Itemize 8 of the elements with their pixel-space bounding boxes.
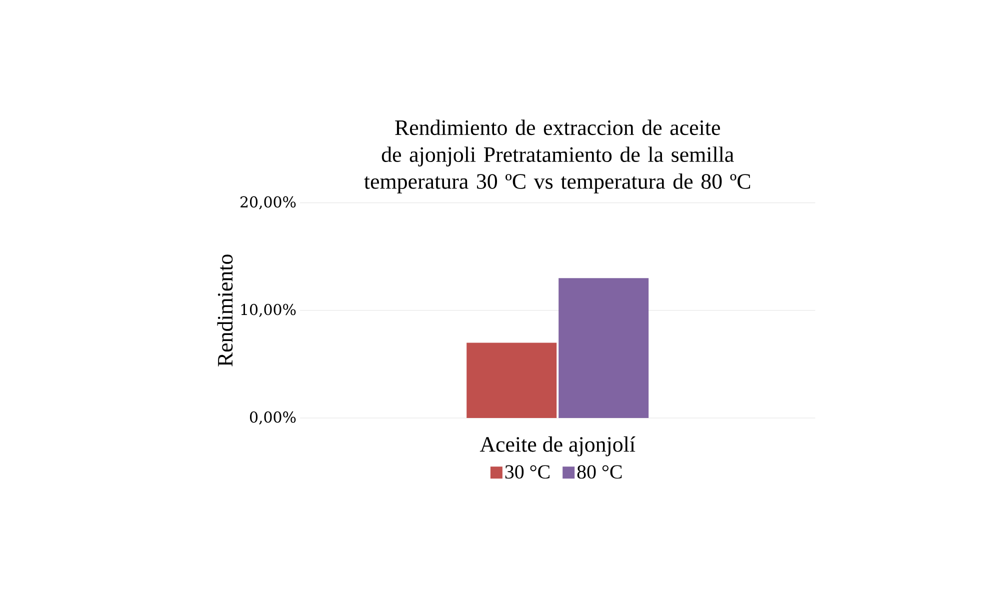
y-axis-title: Rendimiento [217, 254, 233, 366]
x-axis-title: Aceite de ajonjolí [480, 436, 636, 456]
legend-label: 30 °C [505, 465, 550, 479]
y-tick-label: 0,00% [250, 411, 296, 425]
y-tick-label: 10,00% [241, 304, 296, 317]
y-tick-label: 20,00% [240, 196, 296, 210]
legend-label: 80 °C [577, 465, 622, 479]
chart-title: Rendimiento de extraccion de aceite de ajonjoli Pretratamiento de la semilla temperatura 30 ºC vs temperatura de 80 ºC [364, 120, 750, 194]
